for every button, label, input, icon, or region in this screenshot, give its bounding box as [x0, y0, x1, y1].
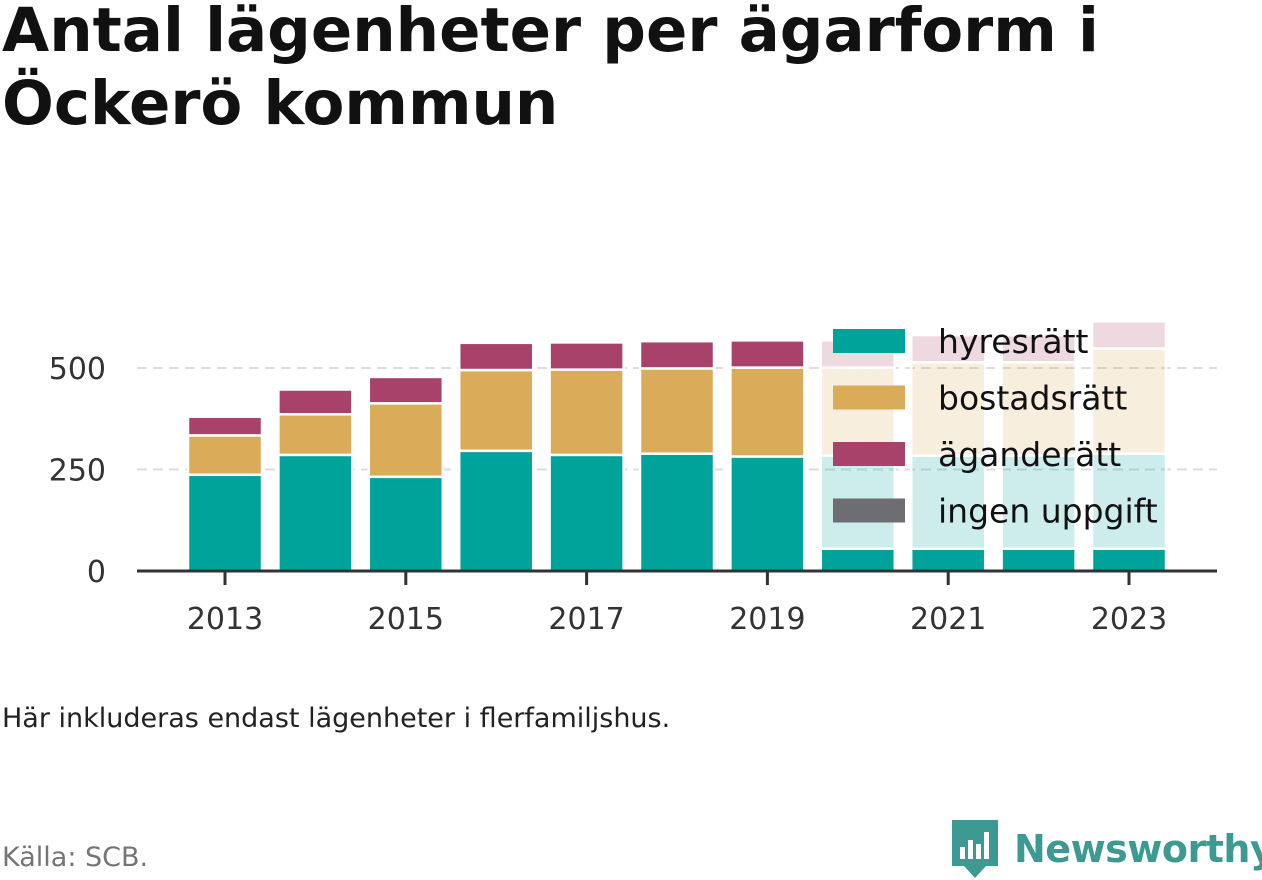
bar-segment-2022 — [1000, 547, 1077, 573]
newsworthy-logo-icon — [952, 820, 998, 878]
bar-segment-2019 — [729, 339, 806, 369]
x-tick-label: 2021 — [910, 602, 986, 637]
x-tick-label: 2023 — [1091, 602, 1167, 637]
brand-name: Newsworthy — [1014, 827, 1262, 871]
bar-segment-2018 — [638, 339, 716, 370]
brand-logo: Newsworthy — [950, 818, 1262, 880]
chart-title-line-2: Öckerö kommun — [2, 68, 559, 139]
bar-segment-2016 — [457, 449, 535, 573]
y-tick-label: 0 — [87, 555, 106, 590]
legend: hyresrätt bostadsrätt äganderätt ingen uppg… — [833, 322, 1158, 531]
bar-segment-2018 — [638, 452, 716, 573]
bar-segment-2020 — [819, 547, 897, 573]
x-tick-label: 2013 — [187, 602, 263, 637]
bar-segment-2015 — [367, 475, 445, 573]
bar-segment-2021 — [909, 454, 987, 550]
bar-segment-2013 — [186, 473, 264, 573]
legend-swatch — [833, 442, 905, 466]
x-tick-label: 2017 — [548, 602, 624, 637]
stacked-bar-chart: 0 250 500 2013 2015 2017 2019 2021 2023 hyresrät… — [49, 320, 1217, 637]
x-tick-label: 2019 — [729, 602, 805, 637]
bar-segment-2021 — [909, 547, 987, 573]
bar-segment-2013 — [186, 434, 264, 477]
bar-segment-2016 — [457, 341, 535, 372]
legend-swatch — [833, 498, 905, 523]
bar-segment-2017 — [548, 453, 625, 573]
bar-segment-2016 — [457, 368, 535, 453]
bar-segment-2023 — [1090, 452, 1168, 550]
bar-segment-2021 — [909, 333, 987, 364]
bar-segment-2021 — [909, 361, 987, 457]
x-tick-label: 2015 — [368, 602, 444, 637]
bar-segment-2014 — [277, 413, 354, 457]
bar-segment-2017 — [548, 341, 625, 371]
bar-segment-2014 — [277, 388, 354, 416]
bar-segment-2023 — [1090, 320, 1168, 350]
legend-swatch — [833, 329, 905, 353]
legend-label: hyresrätt — [938, 322, 1089, 361]
chart-title: Antal lägenheter per ägarform i Öckerö k… — [2, 0, 1252, 140]
bar-segment-2017 — [548, 368, 625, 457]
source-label: Källa: SCB. — [2, 842, 149, 873]
axes: 0 250 500 2013 2015 2017 2019 2021 2023 — [49, 352, 1217, 637]
y-tick-label: 250 — [49, 454, 106, 489]
legend-label: ingen uppgift — [938, 492, 1158, 531]
legend-label: äganderätt — [938, 435, 1121, 474]
bar-segment-2013 — [186, 413, 264, 418]
legend-label: bostadsrätt — [938, 379, 1127, 418]
bar-segment-2018 — [638, 367, 716, 455]
bar-segment-2015 — [367, 375, 445, 405]
bar-segment-2015 — [367, 402, 445, 479]
bar-segment-2014 — [277, 453, 354, 573]
y-tick-label: 500 — [49, 352, 106, 387]
bar-segment-2022 — [1000, 333, 1077, 364]
bar-segment-2020 — [819, 366, 897, 457]
legend-swatch — [833, 385, 905, 410]
bar-segment-2023 — [1090, 547, 1168, 573]
bar-segment-2019 — [729, 455, 806, 573]
chart-note: Här inkluderas endast lägenheter i flerf… — [2, 703, 671, 734]
chart-title-line-1: Antal lägenheter per ägarform i — [2, 0, 1099, 66]
bar-segment-2019 — [729, 366, 806, 458]
bar-segment-2013 — [186, 415, 264, 437]
bar-segment-2023 — [1090, 347, 1168, 455]
